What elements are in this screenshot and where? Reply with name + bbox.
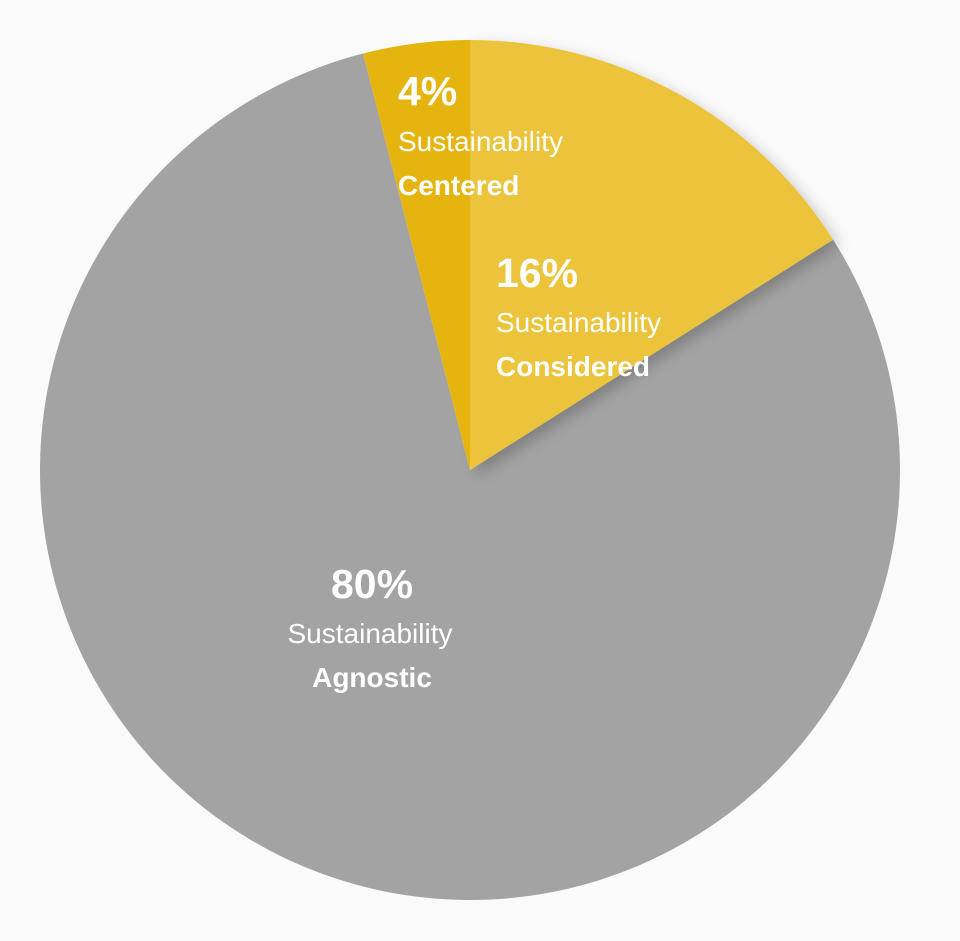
data-label-agnostic-value: 80% — [331, 561, 413, 607]
pie-slice-centered — [363, 40, 470, 470]
data-label-centered-value: 4% — [398, 68, 457, 114]
pie-slice-agnostic — [40, 53, 901, 900]
data-label-agnostic-category: Agnostic — [312, 662, 432, 693]
data-label-considered-prefix: Sustainability — [496, 307, 661, 338]
data-label-centered-prefix: Sustainability — [398, 126, 563, 157]
data-label-centered-category: Centered — [398, 170, 519, 201]
data-label-considered-category: Considered — [496, 351, 650, 382]
data-label-considered-value: 16% — [496, 250, 578, 296]
data-label-agnostic-prefix: Sustainability — [288, 618, 453, 649]
pie-slice-considered — [470, 40, 834, 470]
